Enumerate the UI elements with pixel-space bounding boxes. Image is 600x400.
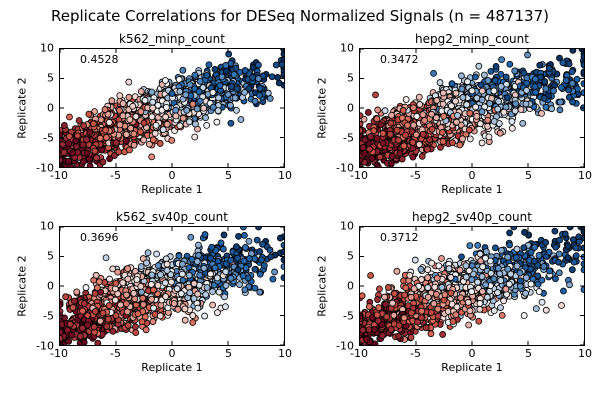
y-tick-label: -5 xyxy=(43,131,54,145)
x-tick-label: -10 xyxy=(350,347,368,360)
y-axis-label-text: Replicate 2 xyxy=(15,255,29,317)
x-tick-label: -5 xyxy=(410,169,421,182)
y-axis-label-text: Replicate 2 xyxy=(315,255,329,317)
figure-title: Replicate Correlations for DESeq Normali… xyxy=(51,7,549,25)
scatter-canvas xyxy=(60,49,284,167)
y-tick-labels: -10 -5 0 5 10 xyxy=(329,42,359,175)
subplot-k562_minp_count: k562_minp_count Replicate 2 -10 -5 0 5 10 0.… xyxy=(15,31,293,197)
scatter-canvas xyxy=(60,227,284,345)
plot-area: 0.4528 xyxy=(59,48,285,168)
y-tick-label: -5 xyxy=(43,309,54,323)
x-tick-label: 10 xyxy=(278,169,292,182)
y-tick-label: -10 xyxy=(336,161,354,175)
plot-area: 0.3696 xyxy=(59,226,285,346)
subplot-title: hepg2_minp_count xyxy=(415,32,529,46)
subplot-title: k562_minp_count xyxy=(119,32,225,46)
x-tick-label: 5 xyxy=(525,169,532,182)
y-tick-label: 0 xyxy=(347,101,354,115)
x-tick-label: -5 xyxy=(110,347,121,360)
y-tick-label: 0 xyxy=(347,279,354,293)
y-tick-label: 5 xyxy=(47,71,54,85)
subplot-title: hepg2_sv40p_count xyxy=(412,210,532,224)
y-tick-label: -10 xyxy=(36,339,54,353)
y-tick-label: -10 xyxy=(36,161,54,175)
x-axis-label: Replicate 1 xyxy=(441,183,503,196)
y-tick-label: 0 xyxy=(47,279,54,293)
x-tick-label: -5 xyxy=(110,169,121,182)
x-tick-label: -10 xyxy=(50,347,68,360)
y-tick-label: 10 xyxy=(40,219,54,233)
y-tick-label: -10 xyxy=(336,339,354,353)
x-tick-label: 10 xyxy=(578,347,592,360)
x-tick-label: -10 xyxy=(50,169,68,182)
x-tick-label: 10 xyxy=(578,169,592,182)
y-tick-labels: -10 -5 0 5 10 xyxy=(329,220,359,353)
plot-area: 0.3712 xyxy=(359,226,585,346)
x-tick-label: -10 xyxy=(350,169,368,182)
y-tick-label: -5 xyxy=(343,309,354,323)
subplot-k562_sv40p_count: k562_sv40p_count Replicate 2 -10 -5 0 5 10 0… xyxy=(15,209,293,375)
x-tick-label: 5 xyxy=(225,347,232,360)
x-tick-label: 0 xyxy=(168,347,176,360)
y-tick-label: 5 xyxy=(47,249,54,263)
y-tick-label: -5 xyxy=(343,131,354,145)
subplot-hepg2_minp_count: hepg2_minp_count Replicate 2 -10 -5 0 5 10 0… xyxy=(315,31,593,197)
y-tick-label: 10 xyxy=(340,219,354,233)
x-tick-labels: -10 -5 0 5 10 xyxy=(350,346,592,360)
y-tick-label: 5 xyxy=(347,249,354,263)
x-tick-label: 10 xyxy=(278,347,292,360)
y-tick-labels: -10 -5 0 5 10 xyxy=(29,220,59,353)
y-axis-label-text: Replicate 2 xyxy=(315,77,329,139)
subplot-title: k562_sv40p_count xyxy=(116,210,228,224)
x-tick-labels: -10 -5 0 5 10 xyxy=(50,346,292,360)
x-tick-label: 0 xyxy=(468,347,476,360)
plot-area: 0.3472 xyxy=(359,48,585,168)
x-tick-label: 5 xyxy=(525,347,532,360)
correlation-label: 0.4528 xyxy=(80,53,119,66)
y-tick-label: 10 xyxy=(40,41,54,55)
x-axis-label: Replicate 1 xyxy=(141,361,203,374)
y-tick-label: 5 xyxy=(347,71,354,85)
x-tick-labels: -10 -5 0 5 10 xyxy=(50,168,292,182)
y-axis-label: Replicate 2 xyxy=(315,226,329,346)
y-axis-label: Replicate 2 xyxy=(15,48,29,168)
correlation-label: 0.3696 xyxy=(80,231,119,244)
y-tick-labels: -10 -5 0 5 10 xyxy=(29,42,59,175)
x-axis-label: Replicate 1 xyxy=(441,361,503,374)
y-tick-label: 0 xyxy=(47,101,54,115)
x-tick-label: 5 xyxy=(225,169,232,182)
y-tick-label: 10 xyxy=(340,41,354,55)
subplot-grid: k562_minp_count Replicate 2 -10 -5 0 5 10 0.… xyxy=(0,27,600,375)
x-tick-label: 0 xyxy=(468,169,476,182)
x-tick-label: -5 xyxy=(410,347,421,360)
y-axis-label: Replicate 2 xyxy=(315,48,329,168)
x-tick-label: 0 xyxy=(168,169,176,182)
subplot-hepg2_sv40p_count: hepg2_sv40p_count Replicate 2 -10 -5 0 5 10 … xyxy=(315,209,593,375)
y-axis-label: Replicate 2 xyxy=(15,226,29,346)
x-tick-labels: -10 -5 0 5 10 xyxy=(350,168,592,182)
scatter-canvas xyxy=(360,49,584,167)
x-axis-label: Replicate 1 xyxy=(141,183,203,196)
scatter-canvas xyxy=(360,227,584,345)
correlation-label: 0.3712 xyxy=(380,231,419,244)
y-axis-label-text: Replicate 2 xyxy=(15,77,29,139)
correlation-label: 0.3472 xyxy=(380,53,419,66)
